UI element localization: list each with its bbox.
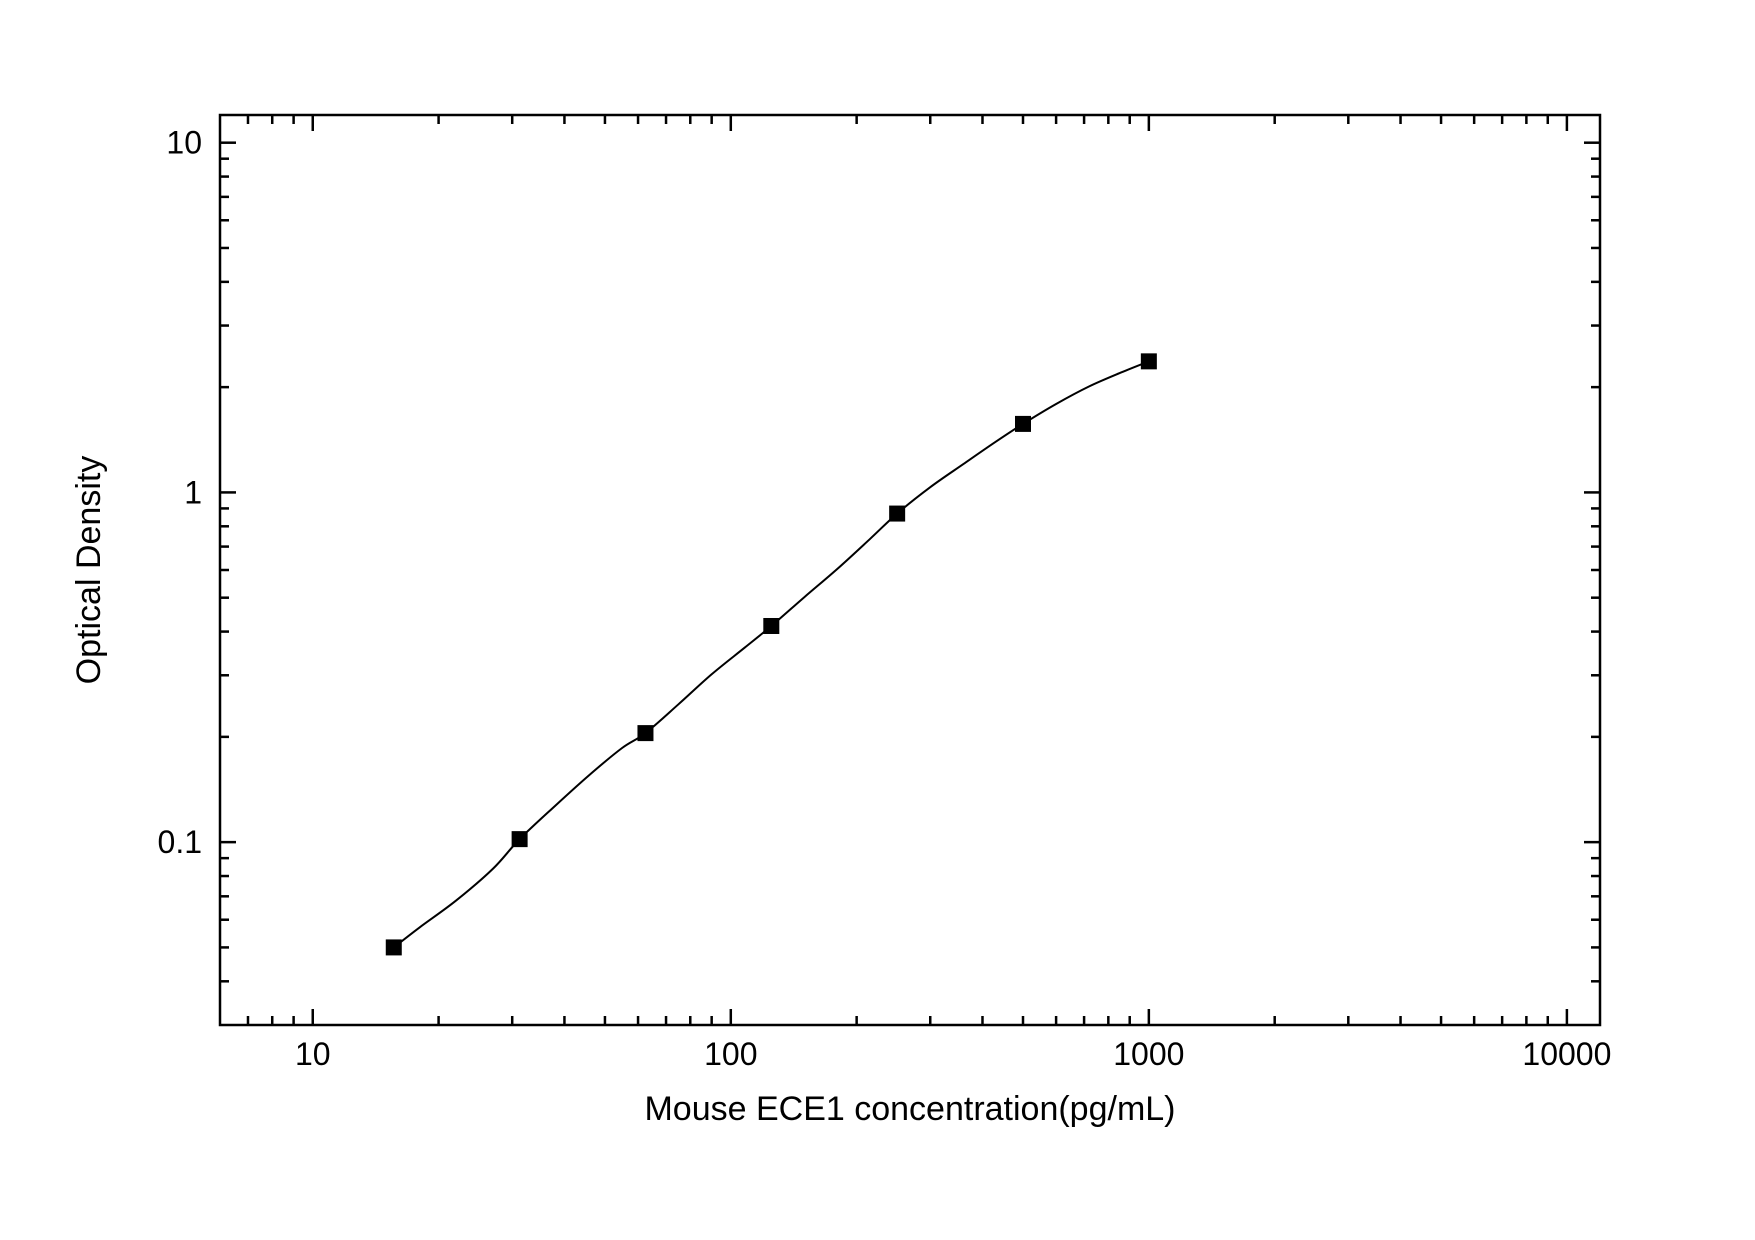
svg-text:100: 100	[704, 1036, 757, 1072]
chart-container: 10 100 1000 10000 0.1 1 10 Mouse ECE1 concentra…	[0, 0, 1755, 1240]
svg-text:10: 10	[166, 125, 202, 161]
svg-text:1000: 1000	[1113, 1036, 1184, 1072]
svg-text:0.1: 0.1	[158, 824, 202, 860]
svg-text:10: 10	[295, 1036, 331, 1072]
svg-text:1: 1	[184, 474, 202, 510]
y-axis-label: Optical Density	[70, 456, 108, 685]
x-axis-label: Mouse ECE1 concentration(pg/mL)	[644, 1090, 1175, 1128]
svg-text:10000: 10000	[1522, 1036, 1611, 1072]
scatter-loglog-chart: 10 100 1000 10000 0.1 1 10 Mouse ECE1 concentra…	[0, 0, 1755, 1240]
